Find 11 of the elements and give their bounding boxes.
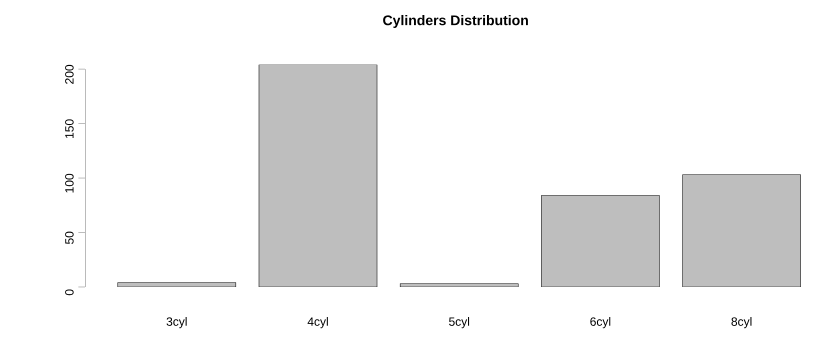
y-tick-label: 50 <box>65 232 74 244</box>
y-tick-label: 150 <box>65 119 74 138</box>
x-tick-label: 5cyl <box>449 317 470 328</box>
x-tick-label: 3cyl <box>166 317 187 328</box>
y-tick-label: 100 <box>65 174 74 192</box>
chart-title: Cylinders Distribution <box>383 14 528 28</box>
y-tick-label: 200 <box>65 64 74 84</box>
x-tick-label: 8cyl <box>731 317 752 328</box>
x-tick-label: 4cyl <box>308 317 328 328</box>
y-tick-label: 0 <box>65 289 74 296</box>
x-tick-label: 6cyl <box>590 317 610 328</box>
